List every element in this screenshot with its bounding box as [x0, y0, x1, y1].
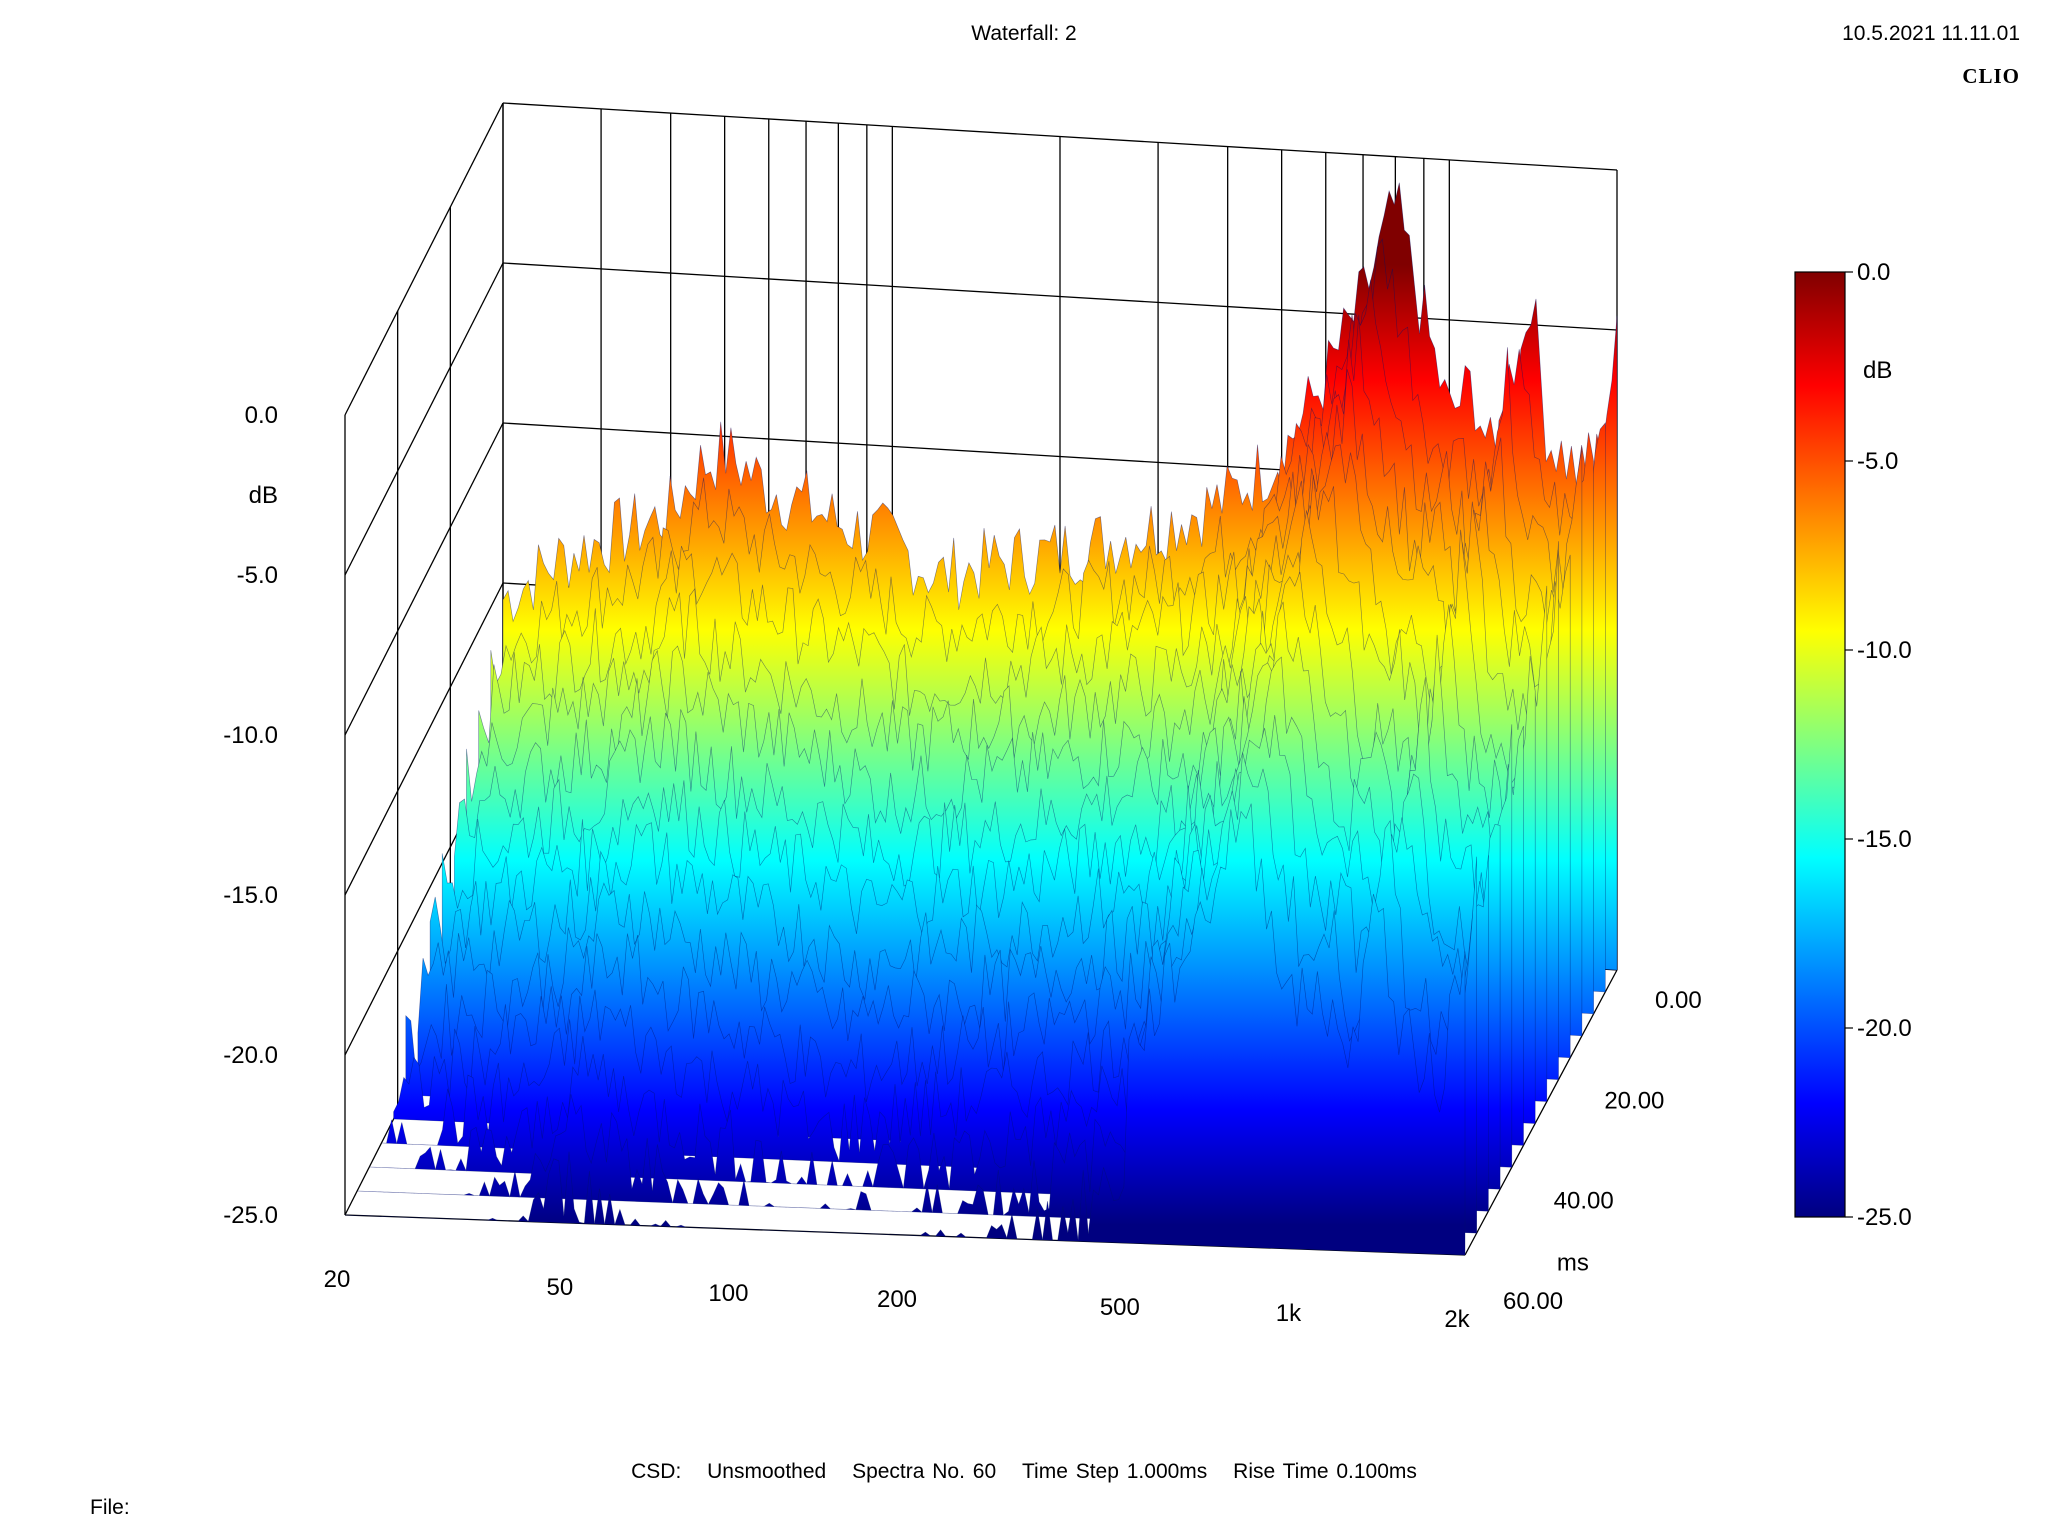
y-tick-label: -15.0: [223, 882, 278, 909]
colorbar-gradient: [1794, 271, 1846, 1218]
z-tick-label: 40.00: [1554, 1188, 1614, 1215]
side-wall-gridline: [344, 102, 504, 416]
x-tick-label: 20: [324, 1266, 351, 1293]
z-tick-label: 0.00: [1655, 987, 1702, 1014]
measurement-settings: CSD: Unsmoothed Spectra No. 60 Time Step…: [0, 1460, 2048, 1484]
spectra-count: Spectra No. 60: [852, 1460, 997, 1483]
colorbar-tick-label: -20.0: [1857, 1015, 1912, 1042]
x-tick-label: 200: [877, 1286, 917, 1313]
floor-right-edge: [1464, 969, 1618, 1256]
colorbar-tick-label: -10.0: [1857, 637, 1912, 664]
x-tick-label: 500: [1100, 1294, 1140, 1321]
y-tick-label: -20.0: [223, 1042, 278, 1069]
colorbar-tick-label: -15.0: [1857, 826, 1912, 853]
z-tick-label: 60.00: [1503, 1288, 1563, 1315]
z-axis-unit: ms: [1557, 1250, 1589, 1277]
colorbar-tick-label: -5.0: [1857, 448, 1898, 475]
colorbar-tick-label: 0.0: [1857, 259, 1890, 286]
colorbar: 0.0 -5.0 -10.0 -15.0 -20.0 -25.0 dB: [1794, 259, 1912, 1231]
colorbar-tick-label: -25.0: [1857, 1204, 1912, 1231]
z-tick-label: 20.00: [1604, 1087, 1664, 1114]
time-step: Time Step 1.000ms: [1022, 1460, 1208, 1483]
rise-time: Rise Time 0.100ms: [1233, 1460, 1417, 1483]
colorbar-unit: dB: [1863, 357, 1892, 384]
y-tick-label: -10.0: [223, 722, 278, 749]
y-tick-label: -5.0: [237, 562, 278, 589]
waterfall-surface: [344, 182, 1618, 1256]
side-wall-gridline: [344, 582, 504, 896]
axis-labels: 0.0 -5.0 -10.0 -15.0 -20.0 -25.0 dB 20 50 100 200 5…: [223, 402, 1701, 1333]
file-label: File:: [90, 1496, 130, 1519]
y-tick-label: -25.0: [223, 1202, 278, 1229]
chart-title: Waterfall: 2: [971, 22, 1077, 45]
brand-logo: CLIO: [1962, 64, 2020, 88]
y-axis-unit: dB: [249, 482, 278, 509]
side-wall-gridline: [344, 262, 504, 576]
measurement-datetime: 10.5.2021 11.11.01: [1842, 22, 2020, 45]
smoothing-value: Unsmoothed: [707, 1460, 827, 1483]
csd-label: CSD:: [631, 1460, 682, 1483]
y-tick-label: 0.0: [245, 402, 278, 429]
x-tick-label: 1k: [1276, 1300, 1302, 1327]
side-wall-gridline: [344, 422, 504, 736]
spectrum-slice: [344, 803, 1466, 1256]
x-tick-label: 2k: [1444, 1306, 1470, 1333]
x-tick-label: 100: [708, 1280, 748, 1307]
x-tick-label: 50: [546, 1274, 573, 1301]
